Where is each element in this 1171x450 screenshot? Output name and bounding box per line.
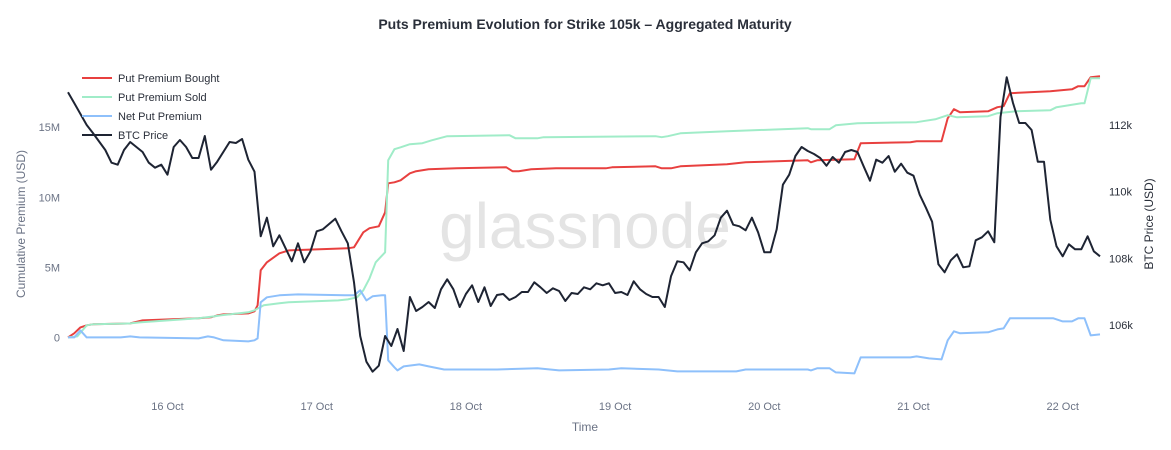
x-tick-label: 18 Oct bbox=[450, 401, 482, 413]
x-tick-label: 21 Oct bbox=[897, 401, 929, 413]
legend-label: Put Premium Bought bbox=[118, 73, 220, 85]
y2-axis-title: BTC Price (USD) bbox=[1142, 178, 1156, 269]
legend: Put Premium Bought Put Premium Sold Net Pu… bbox=[82, 73, 220, 142]
series-line-put-premium-sold bbox=[67, 77, 1100, 339]
series-line-net-put-premium bbox=[68, 289, 1101, 375]
y2-tick-label: 110k bbox=[1109, 187, 1133, 199]
plot-area bbox=[67, 75, 1101, 375]
y2-tick-label: 112k bbox=[1109, 120, 1133, 132]
y2-tick-label: 108k bbox=[1109, 253, 1133, 265]
legend-item[interactable]: Put Premium Bought bbox=[82, 73, 220, 85]
y-axis-title: Cumulative Premium (USD) bbox=[14, 150, 28, 298]
legend-label: Put Premium Sold bbox=[118, 92, 207, 104]
y-tick-label: 0 bbox=[54, 332, 60, 344]
chart-title: Puts Premium Evolution for Strike 105k –… bbox=[378, 16, 792, 32]
x-tick-label: 20 Oct bbox=[748, 401, 780, 413]
legend-item[interactable]: BTC Price bbox=[82, 130, 168, 142]
y-tick-label: 10M bbox=[39, 192, 60, 204]
y-axis-right: 106k 108k 110k 112k bbox=[1109, 120, 1133, 332]
x-tick-label: 17 Oct bbox=[300, 401, 332, 413]
series-line-btc-price bbox=[67, 76, 1101, 373]
watermark-logo: glassnode bbox=[439, 190, 731, 262]
y-tick-label: 5M bbox=[45, 262, 60, 274]
x-axis-title: Time bbox=[572, 420, 599, 434]
legend-label: BTC Price bbox=[118, 130, 168, 142]
x-tick-label: 22 Oct bbox=[1046, 401, 1078, 413]
legend-label: Net Put Premium bbox=[118, 111, 202, 123]
y-axis-left: 0 5M 10M 15M bbox=[39, 122, 60, 344]
x-tick-label: 16 Oct bbox=[151, 401, 183, 413]
series-line-put-premium-bought bbox=[67, 75, 1101, 339]
y2-tick-label: 106k bbox=[1109, 320, 1133, 332]
x-axis: 16 Oct 17 Oct 18 Oct 19 Oct 20 Oct 21 Oct 22 O… bbox=[151, 401, 1079, 413]
legend-item[interactable]: Net Put Premium bbox=[82, 111, 202, 123]
x-tick-label: 19 Oct bbox=[599, 401, 631, 413]
y-tick-label: 15M bbox=[39, 122, 60, 134]
legend-item[interactable]: Put Premium Sold bbox=[82, 92, 207, 104]
